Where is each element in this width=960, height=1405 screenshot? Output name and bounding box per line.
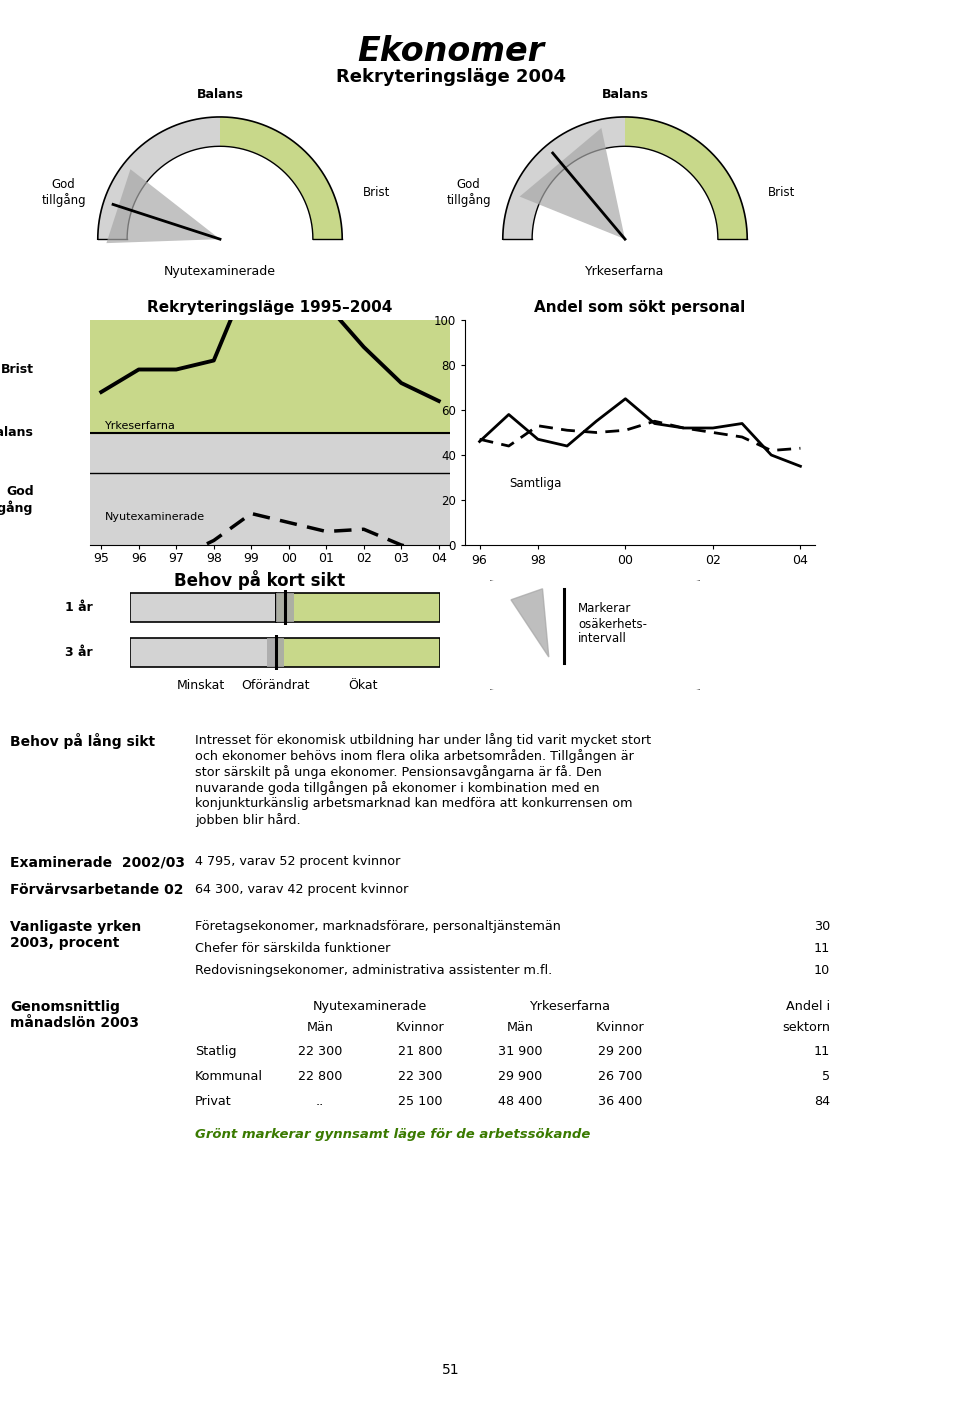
Text: 30: 30 <box>814 920 830 933</box>
Text: 22 300: 22 300 <box>397 1071 443 1083</box>
Text: 3 år: 3 år <box>65 646 93 659</box>
Text: Brist: Brist <box>363 187 390 200</box>
Text: Rekryteringsläge 2004: Rekryteringsläge 2004 <box>336 67 566 86</box>
Polygon shape <box>98 117 220 239</box>
Text: Brist: Brist <box>768 187 795 200</box>
Text: 31 900: 31 900 <box>497 1045 542 1058</box>
Text: 11: 11 <box>814 1045 830 1058</box>
Bar <box>276 638 440 667</box>
Text: 36 400: 36 400 <box>598 1094 642 1109</box>
Text: Minskat: Minskat <box>178 679 226 693</box>
Text: 26 700: 26 700 <box>598 1071 642 1083</box>
Polygon shape <box>511 589 549 658</box>
Text: Män: Män <box>306 1021 333 1034</box>
Text: Genomsnittlig
månadslön 2003: Genomsnittlig månadslön 2003 <box>10 1000 139 1030</box>
Text: Statlig: Statlig <box>195 1045 236 1058</box>
Text: Examinerade  2002/03: Examinerade 2002/03 <box>10 856 185 870</box>
Bar <box>276 593 294 622</box>
Bar <box>90 320 450 433</box>
Text: ..: .. <box>316 1094 324 1109</box>
Text: Chefer för särskilda funktioner: Chefer för särskilda funktioner <box>195 941 391 955</box>
Text: Förvärvsarbetande 02: Förvärvsarbetande 02 <box>10 882 183 896</box>
Text: Kommunal: Kommunal <box>195 1071 263 1083</box>
Text: Yrkeserfarna: Yrkeserfarna <box>105 422 176 431</box>
Text: sektorn: sektorn <box>782 1021 830 1034</box>
Text: SAMHÄLLSVETENSKAP: SAMHÄLLSVETENSKAP <box>925 580 940 769</box>
Title: Andel som sökt personal: Andel som sökt personal <box>535 299 746 315</box>
Bar <box>130 638 276 667</box>
Text: Brist: Brist <box>1 362 34 377</box>
Polygon shape <box>220 117 342 239</box>
Polygon shape <box>98 146 342 270</box>
Text: 11: 11 <box>814 941 830 955</box>
Text: Balans: Balans <box>0 426 34 438</box>
Text: Oförändrat: Oförändrat <box>242 679 310 693</box>
Text: God
tillgång: God tillgång <box>41 178 85 208</box>
Polygon shape <box>519 128 625 239</box>
Bar <box>276 593 440 622</box>
Text: Behov på kort sikt: Behov på kort sikt <box>174 570 345 590</box>
Text: Ökat: Ökat <box>348 679 377 693</box>
Text: Balans: Balans <box>602 89 648 101</box>
Text: Nyutexaminerade: Nyutexaminerade <box>313 1000 427 1013</box>
Text: Kvinnor: Kvinnor <box>595 1021 644 1034</box>
Text: 84: 84 <box>814 1094 830 1109</box>
Text: Intresset för ekonomisk utbildning har under lång tid varit mycket stort
och eko: Intresset för ekonomisk utbildning har u… <box>195 733 651 826</box>
Polygon shape <box>503 146 747 270</box>
Text: Samtliga: Samtliga <box>509 478 562 490</box>
Text: 29 200: 29 200 <box>598 1045 642 1058</box>
Polygon shape <box>503 117 625 239</box>
Text: 29 900: 29 900 <box>498 1071 542 1083</box>
Text: Behov på lång sikt: Behov på lång sikt <box>10 733 156 749</box>
Bar <box>267 638 284 667</box>
Text: Markerar
osäkerhets-
intervall: Markerar osäkerhets- intervall <box>578 603 647 645</box>
Text: Yrkeserfarna: Yrkeserfarna <box>586 266 664 278</box>
Text: 25 100: 25 100 <box>397 1094 443 1109</box>
Text: 21 800: 21 800 <box>397 1045 443 1058</box>
Text: 22 800: 22 800 <box>298 1071 342 1083</box>
Text: Män: Män <box>507 1021 534 1034</box>
Text: Privat: Privat <box>195 1094 231 1109</box>
Text: Balans: Balans <box>197 89 244 101</box>
Text: 5: 5 <box>822 1071 830 1083</box>
Text: Grönt markerar gynnsamt läge för de arbetssökande: Grönt markerar gynnsamt läge för de arbe… <box>195 1128 590 1141</box>
Text: 10: 10 <box>814 964 830 976</box>
Text: Nyutexaminerade: Nyutexaminerade <box>105 513 205 523</box>
Text: Andel i: Andel i <box>786 1000 830 1013</box>
Text: God
tillgång: God tillgång <box>446 178 491 208</box>
Text: Ekonomer: Ekonomer <box>358 35 544 67</box>
Title: Rekryteringsläge 1995–2004: Rekryteringsläge 1995–2004 <box>147 299 393 315</box>
FancyBboxPatch shape <box>484 579 707 691</box>
Text: Yrkeserfarna: Yrkeserfarna <box>530 1000 611 1013</box>
Text: 22 300: 22 300 <box>298 1045 342 1058</box>
Text: Företagsekonomer, marknadsförare, personaltjänstemän: Företagsekonomer, marknadsförare, person… <box>195 920 561 933</box>
Bar <box>130 593 276 622</box>
Text: Vanligaste yrken
2003, procent: Vanligaste yrken 2003, procent <box>10 920 141 950</box>
Polygon shape <box>107 169 220 243</box>
Text: Kvinnor: Kvinnor <box>396 1021 444 1034</box>
Text: 64 300, varav 42 procent kvinnor: 64 300, varav 42 procent kvinnor <box>195 882 408 896</box>
Text: 1 år: 1 år <box>65 601 93 614</box>
Text: 51: 51 <box>443 1363 460 1377</box>
Text: God
tillgång: God tillgång <box>0 485 34 516</box>
Text: Nyutexaminerade: Nyutexaminerade <box>164 266 276 278</box>
Text: 48 400: 48 400 <box>498 1094 542 1109</box>
Polygon shape <box>625 117 747 239</box>
Text: 4 795, varav 52 procent kvinnor: 4 795, varav 52 procent kvinnor <box>195 856 400 868</box>
Text: Redovisningsekonomer, administrativa assistenter m.fl.: Redovisningsekonomer, administrativa ass… <box>195 964 552 976</box>
